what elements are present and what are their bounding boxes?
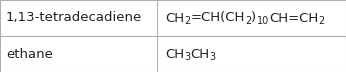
Text: 10: 10 (256, 15, 269, 25)
Text: ): ) (252, 12, 256, 24)
Text: 2: 2 (245, 15, 252, 25)
Text: 2: 2 (184, 15, 191, 25)
Text: CH: CH (165, 12, 184, 24)
Text: CH=CH: CH=CH (269, 12, 318, 24)
Text: CH: CH (165, 48, 184, 60)
Text: =CH(CH: =CH(CH (191, 12, 245, 24)
Text: CH: CH (191, 48, 210, 60)
Text: 3: 3 (184, 51, 191, 61)
Text: 1,13-tetradecadiene: 1,13-tetradecadiene (6, 12, 142, 24)
Text: 2: 2 (318, 15, 324, 25)
Text: ethane: ethane (6, 48, 53, 60)
Text: 3: 3 (210, 51, 216, 61)
